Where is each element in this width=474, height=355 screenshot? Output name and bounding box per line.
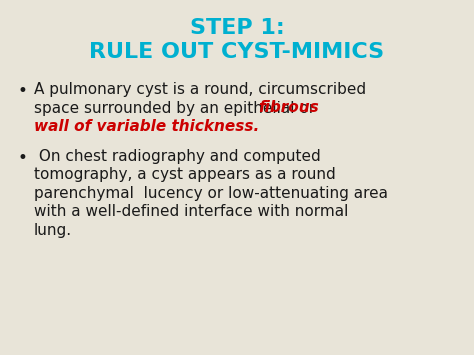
Text: RULE OUT CYST-MIMICS: RULE OUT CYST-MIMICS	[90, 42, 384, 62]
Text: •: •	[18, 149, 28, 166]
Text: parenchymal  lucency or low-attenuating area: parenchymal lucency or low-attenuating a…	[34, 186, 388, 201]
Text: wall of variable thickness.: wall of variable thickness.	[34, 119, 259, 134]
Text: fibrous: fibrous	[258, 100, 319, 115]
Text: On chest radiography and computed: On chest radiography and computed	[34, 149, 321, 164]
Text: STEP 1:: STEP 1:	[190, 18, 284, 38]
Text: lung.: lung.	[34, 223, 72, 237]
Text: •: •	[18, 82, 28, 100]
Text: space surrounded by an epithelial or: space surrounded by an epithelial or	[34, 100, 320, 115]
Text: with a well-defined interface with normal: with a well-defined interface with norma…	[34, 204, 348, 219]
Text: tomography, a cyst appears as a round: tomography, a cyst appears as a round	[34, 167, 336, 182]
Text: A pulmonary cyst is a round, circumscribed: A pulmonary cyst is a round, circumscrib…	[34, 82, 366, 97]
